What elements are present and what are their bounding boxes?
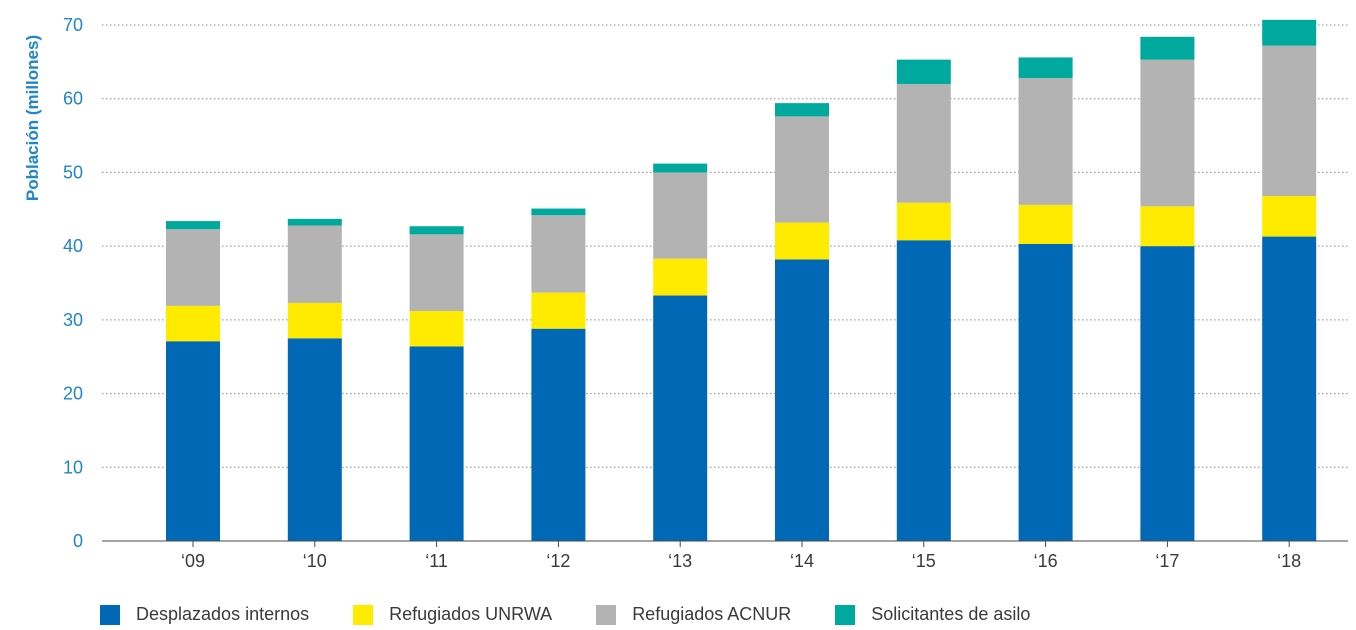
x-tick-label: ‘10 [303, 551, 327, 571]
legend-item: Solicitantes de asilo [835, 604, 1030, 625]
x-tick-label: ‘12 [546, 551, 570, 571]
y-tick-label: 30 [63, 310, 83, 330]
bar-segment [653, 172, 708, 259]
bar-segment [1140, 206, 1195, 247]
x-tick-label: ‘15 [912, 551, 936, 571]
x-axis: ‘09 ‘10 ‘11 ‘12 ‘13 ‘14 ‘15 ‘16 ‘17 ‘18 [102, 540, 1348, 571]
stacked-bar-chart: ‘09 ‘10 ‘11 ‘12 ‘13 ‘14 ‘15 ‘16 ‘17 ‘18 0 10 20 30 40… [23, 15, 1348, 571]
bar-segment [409, 346, 464, 541]
bar-segment [1140, 246, 1195, 541]
bar-segment [1262, 45, 1317, 197]
bar-segment [1018, 78, 1073, 205]
legend-label: Desplazados internos [136, 604, 310, 624]
x-tick-label: ‘11 [425, 551, 448, 571]
bar-segment [1140, 36, 1195, 60]
bar-segment [896, 59, 951, 84]
bar-segment [1018, 204, 1073, 244]
bar-segment [409, 234, 464, 312]
y-tick-label: 50 [63, 162, 83, 182]
legend-label: Refugiados ACNUR [632, 604, 792, 624]
bar-segment [653, 295, 708, 541]
x-tick-label: ‘17 [1155, 551, 1179, 571]
bar-segment [531, 215, 586, 293]
legend-swatch [353, 604, 374, 625]
bar-segment [1262, 236, 1317, 541]
bar-segment [896, 240, 951, 541]
y-tick-label: 10 [63, 457, 83, 477]
legend-item: Desplazados internos [100, 604, 309, 625]
legend-label: Refugiados UNRWA [389, 604, 553, 624]
bar-segment [409, 311, 464, 347]
y-tick-label: 0 [73, 531, 83, 551]
y-axis-label: Población (millones) [23, 35, 42, 201]
bar-segment [287, 225, 342, 303]
bar-segment [531, 292, 586, 329]
bar-segment [775, 103, 829, 117]
bar-segment [896, 202, 951, 241]
x-tick-label: ‘18 [1277, 551, 1301, 571]
legend-swatch [596, 604, 617, 625]
legend-swatch [835, 604, 856, 625]
bar-segment [896, 83, 951, 203]
bar-segment [409, 226, 464, 235]
legend-item: Refugiados UNRWA [353, 604, 552, 625]
y-axis: 0 10 20 30 40 50 60 70 [63, 15, 83, 551]
bar-segment [775, 222, 829, 260]
bar-segment [531, 328, 586, 541]
y-tick-label: 20 [63, 384, 83, 404]
bar-segment [287, 218, 342, 226]
x-tick-label: ‘09 [181, 551, 205, 571]
legend-swatch [100, 604, 120, 625]
bar-segment [166, 221, 220, 230]
bars [166, 19, 1317, 541]
bar-segment [1018, 243, 1073, 541]
legend-label: Solicitantes de asilo [871, 604, 1031, 624]
legend: Desplazados internos Refugiados UNRWA Refu… [100, 604, 1074, 625]
bar-segment [1262, 19, 1317, 46]
bar-segment [1262, 196, 1317, 237]
bar-segment [166, 341, 220, 541]
bar-segment [653, 163, 708, 173]
bar-segment [531, 208, 586, 216]
x-tick-label: ‘13 [668, 551, 692, 571]
bar-segment [166, 305, 220, 342]
legend-item: Refugiados ACNUR [596, 604, 791, 625]
y-tick-label: 60 [63, 89, 83, 109]
bar-segment [775, 259, 829, 541]
bar-segment [653, 258, 708, 296]
bar-segment [775, 116, 829, 223]
bar-segment [166, 229, 220, 306]
bar-segment [287, 338, 342, 541]
x-tick-label: ‘16 [1034, 551, 1058, 571]
bar-segment [1018, 57, 1073, 79]
x-tick-label: ‘14 [790, 551, 814, 571]
y-tick-label: 40 [63, 236, 83, 256]
y-tick-label: 70 [63, 15, 83, 35]
bar-segment [287, 302, 342, 339]
bar-segment [1140, 59, 1195, 207]
